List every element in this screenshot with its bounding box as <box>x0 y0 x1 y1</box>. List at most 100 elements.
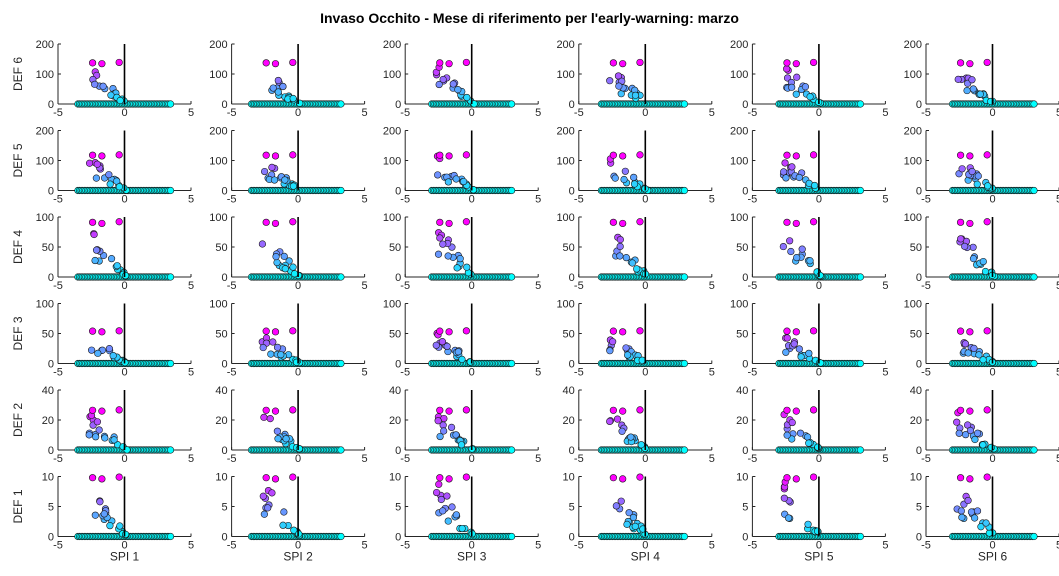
data-point <box>856 446 864 454</box>
data-point <box>289 327 297 335</box>
y-tick-label: 40 <box>389 385 401 397</box>
data-point <box>436 234 444 242</box>
y-tick-label: 0 <box>916 99 922 111</box>
y-tick-label: 100 <box>36 69 54 81</box>
data-point <box>98 219 106 228</box>
data-point <box>624 351 632 359</box>
y-tick-label: 100 <box>904 69 922 81</box>
data-point <box>121 272 130 280</box>
data-point <box>281 265 289 273</box>
data-point <box>463 263 471 271</box>
y-tick-label: 0 <box>221 532 227 544</box>
data-point <box>272 253 280 261</box>
x-tick-label: 0 <box>642 194 648 206</box>
x-tick-label: 0 <box>295 453 301 465</box>
y-tick-label: 20 <box>215 415 227 427</box>
data-point <box>782 348 790 356</box>
x-tick-label: 5 <box>1056 540 1059 552</box>
data-point <box>98 407 106 415</box>
data-point <box>436 59 444 67</box>
data-point <box>790 340 798 348</box>
data-point <box>783 474 791 482</box>
data-point <box>448 503 456 511</box>
data-point <box>87 346 96 354</box>
data-point <box>115 218 123 226</box>
data-point <box>462 473 470 481</box>
x-tick-label: 5 <box>188 453 194 465</box>
scatter-points <box>74 473 175 541</box>
x-tick-label: 5 <box>362 453 368 465</box>
x-tick-label: 0 <box>469 194 475 206</box>
y-tick-label: 0 <box>221 359 227 371</box>
data-point <box>788 83 796 91</box>
data-point <box>463 93 471 102</box>
scatter-points <box>247 151 345 195</box>
x-tick-label: -5 <box>748 107 758 119</box>
data-point <box>966 407 974 415</box>
data-point <box>166 446 175 454</box>
data-point <box>262 151 270 159</box>
data-point <box>91 511 99 519</box>
y-tick-label: 10 <box>215 472 227 484</box>
y-tick-label: 0 <box>395 359 401 371</box>
data-point <box>289 151 297 159</box>
y-tick-label: 0 <box>48 99 54 111</box>
data-point <box>269 338 277 346</box>
data-point <box>618 427 626 435</box>
x-tick-label: -5 <box>921 280 931 292</box>
x-tick-label: -5 <box>227 540 237 552</box>
scatter-points <box>247 327 345 368</box>
data-point <box>271 328 280 336</box>
scatter-points <box>948 218 1038 281</box>
x-tick-label: 0 <box>816 540 822 552</box>
x-tick-label: 0 <box>816 367 822 379</box>
data-point <box>291 270 299 278</box>
scatter-points <box>597 406 689 454</box>
scatter-points <box>597 473 689 541</box>
x-tick-label: -5 <box>748 194 758 206</box>
x-axis-label: SPI 4 <box>631 550 661 564</box>
data-point <box>968 167 976 176</box>
data-point <box>280 252 288 260</box>
y-tick-label: 40 <box>736 385 748 397</box>
data-point <box>337 100 345 108</box>
data-point <box>106 180 114 188</box>
y-tick-label: 50 <box>389 329 401 341</box>
y-tick-label: 100 <box>383 69 401 81</box>
data-point <box>122 530 130 539</box>
data-point <box>609 406 617 414</box>
x-tick-label: -5 <box>227 453 237 465</box>
scatter-points <box>775 406 864 454</box>
data-point <box>805 349 813 357</box>
data-point <box>617 497 625 505</box>
x-tick-label: 5 <box>882 540 888 552</box>
data-point <box>966 219 974 228</box>
data-point <box>437 495 445 504</box>
data-point <box>680 359 689 368</box>
x-tick-label: -5 <box>921 453 931 465</box>
data-point <box>432 488 441 497</box>
data-point <box>88 474 97 482</box>
data-point <box>801 83 810 91</box>
y-tick-label: 0 <box>742 186 748 198</box>
data-point <box>262 474 270 482</box>
y-tick-label: 0 <box>48 272 54 284</box>
data-point <box>779 242 787 251</box>
y-tick-label: 0 <box>395 186 401 198</box>
data-point <box>627 433 635 441</box>
scatter-points <box>247 58 345 108</box>
data-point <box>616 235 624 244</box>
x-tick-label: 0 <box>642 280 648 292</box>
data-point <box>636 473 644 481</box>
y-tick-label: 50 <box>910 329 922 341</box>
data-point <box>969 243 977 251</box>
data-point <box>115 58 123 67</box>
data-point <box>105 345 113 353</box>
data-point <box>966 426 975 435</box>
data-point <box>625 509 633 517</box>
y-tick-label: 100 <box>904 212 922 224</box>
